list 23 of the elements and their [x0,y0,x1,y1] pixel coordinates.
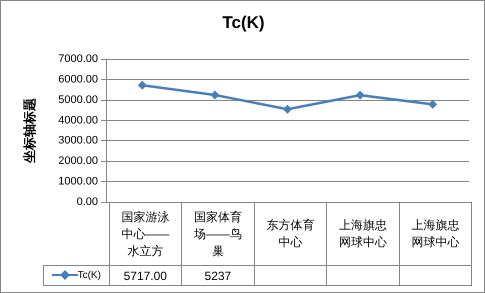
x-tick-label: 东方体育中心 [254,202,327,266]
data-label: 5717.00 [109,266,182,286]
y-tick-label: 2000.00 [58,155,98,168]
point [283,104,292,114]
x-tick-label: 国家体育场——鸟巢 [182,202,254,266]
y-axis-title: 坐标轴标题 [22,98,37,164]
point [356,90,365,100]
legend-label: Tc(K) [44,266,109,286]
x-tick-label: 上海旗忠网球中心 [326,202,400,266]
y-tick-label: 1000.00 [58,176,98,188]
y-tick-label: 7000.00 [58,53,98,65]
x-tick-label: 国家游泳中心——水立方 [109,202,182,266]
point [138,80,147,90]
point [210,90,220,100]
y-tick-label: 0.00 [76,196,98,208]
y-tick-label: 5000.00 [58,94,98,106]
y-tick-label: 3000.00 [58,134,98,147]
data-label: 5237 [182,266,254,286]
y-tick-label: 6000.00 [58,73,98,86]
point [428,100,438,109]
chart-title: Tc(K) [222,13,265,32]
y-tick-label: 4000.00 [58,114,98,126]
x-tick-label: 上海旗忠网球中心 [399,202,472,266]
